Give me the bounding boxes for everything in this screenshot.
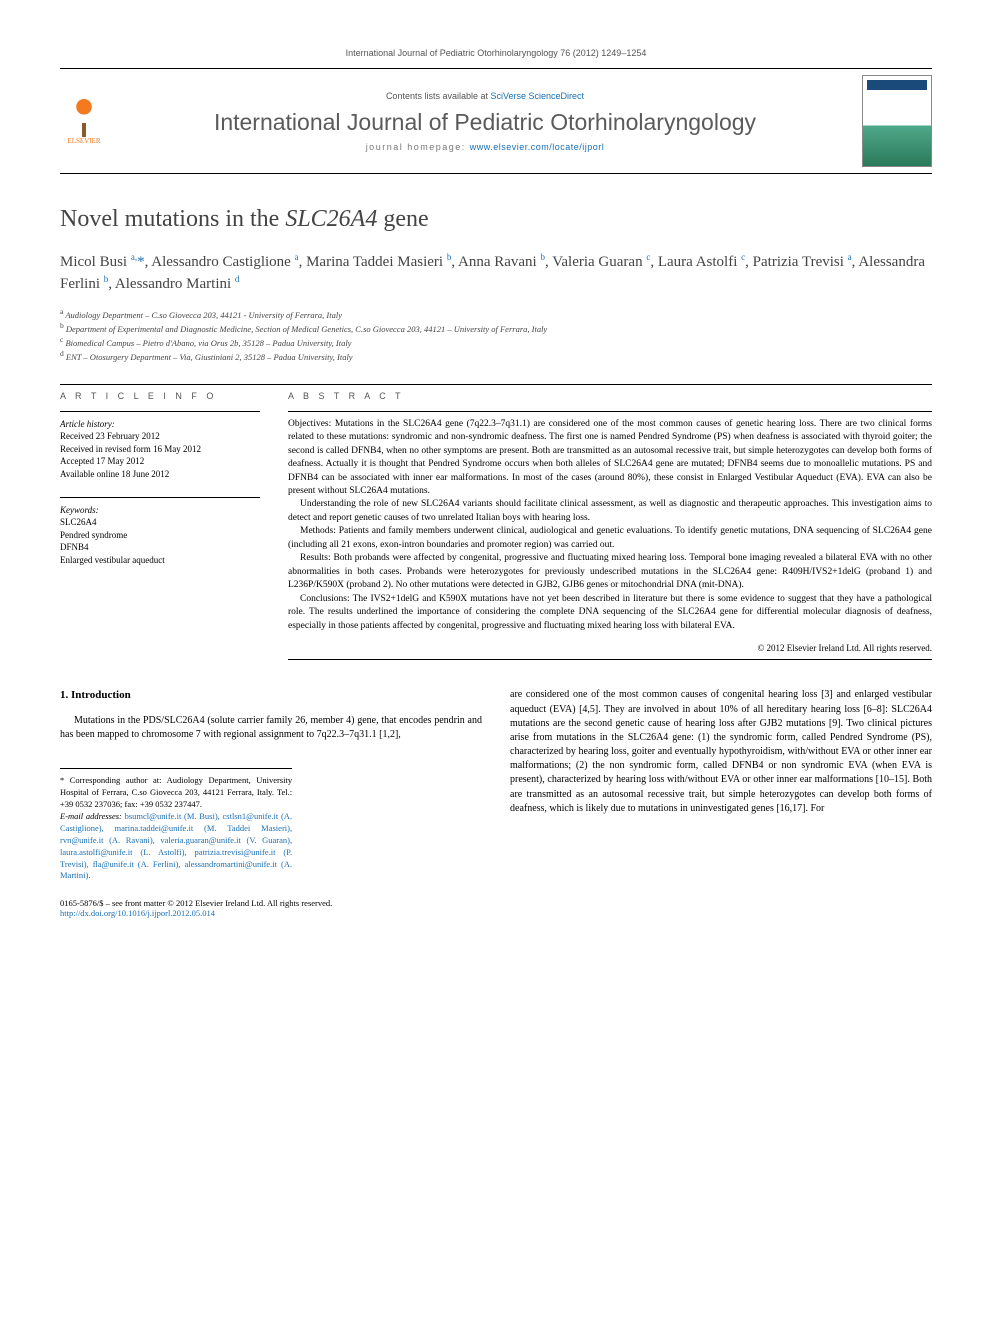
homepage-prefix: journal homepage: — [366, 142, 470, 152]
abstract-body: Objectives: Mutations in the SLC26A4 gen… — [288, 418, 932, 634]
emails-label: E-mail addresses: — [60, 811, 125, 821]
issn-line: 0165-5876/$ – see front matter © 2012 El… — [60, 898, 332, 908]
abstract-conclusions: Conclusions: The IVS2+1delG and K590X mu… — [288, 593, 932, 633]
keyword-2: Pendred syndrome — [60, 529, 260, 542]
keyword-3: DFNB4 — [60, 541, 260, 554]
contents-line: Contents lists available at SciVerse Sci… — [122, 91, 848, 101]
article-info-column: A R T I C L E I N F O Article history: R… — [60, 391, 260, 667]
body-col-right: are considered one of the most common ca… — [510, 688, 932, 882]
abstract-heading: A B S T R A C T — [288, 391, 932, 401]
history-accepted: Accepted 17 May 2012 — [60, 455, 260, 468]
keyword-4: Enlarged vestibular aqueduct — [60, 554, 260, 567]
elsevier-tree-icon — [66, 97, 102, 137]
history-label: Article history: — [60, 418, 260, 431]
intro-paragraph-1: Mutations in the PDS/SLC26A4 (solute car… — [60, 714, 482, 742]
abstract-objectives-2: Understanding the role of new SLC26A4 va… — [288, 498, 932, 525]
keywords-block: Keywords: SLC26A4 Pendred syndrome DFNB4… — [60, 504, 260, 567]
elsevier-logo: ELSEVIER — [60, 93, 108, 149]
journal-header: International Journal of Pediatric Otorh… — [60, 48, 932, 58]
article-history: Article history: Received 23 February 20… — [60, 418, 260, 481]
footer-left: 0165-5876/$ – see front matter © 2012 El… — [60, 898, 332, 918]
abstract-copyright: © 2012 Elsevier Ireland Ltd. All rights … — [288, 643, 932, 653]
body-col-left: 1. Introduction Mutations in the PDS/SLC… — [60, 688, 482, 882]
divider — [288, 659, 932, 660]
page-footer: 0165-5876/$ – see front matter © 2012 El… — [60, 898, 932, 918]
article-title: Novel mutations in the SLC26A4 gene — [60, 206, 932, 233]
abstract-methods: Methods: Patients and family members und… — [288, 525, 932, 552]
corresponding-author-note: * Corresponding author at: Audiology Dep… — [60, 775, 292, 811]
abstract-objectives: Objectives: Mutations in the SLC26A4 gen… — [288, 418, 932, 499]
homepage-link[interactable]: www.elsevier.com/locate/ijporl — [470, 142, 605, 152]
email-addresses: E-mail addresses: bsumcl@unife.it (M. Bu… — [60, 811, 292, 882]
divider — [60, 411, 260, 412]
affiliation-c: c Biomedical Campus – Pietro d'Abano, vi… — [60, 335, 932, 349]
title-text-2: gene — [377, 206, 428, 232]
article-info-heading: A R T I C L E I N F O — [60, 391, 260, 401]
journal-title: International Journal of Pediatric Otorh… — [122, 109, 848, 136]
affiliation-d: d ENT – Otosurgery Department – Via, Giu… — [60, 349, 932, 363]
emails-list[interactable]: bsumcl@unife.it (M. Busi), cstlsn1@unife… — [60, 811, 292, 880]
contents-prefix: Contents lists available at — [386, 91, 491, 101]
history-received: Received 23 February 2012 — [60, 430, 260, 443]
history-revised: Received in revised form 16 May 2012 — [60, 443, 260, 456]
homepage-line: journal homepage: www.elsevier.com/locat… — [122, 142, 848, 152]
title-gene: SLC26A4 — [285, 206, 377, 232]
history-online: Available online 18 June 2012 — [60, 468, 260, 481]
doi-link[interactable]: http://dx.doi.org/10.1016/j.ijporl.2012.… — [60, 908, 332, 918]
intro-paragraph-2: are considered one of the most common ca… — [510, 688, 932, 816]
affiliation-a: a Audiology Department – C.so Giovecca 2… — [60, 307, 932, 321]
masthead-center: Contents lists available at SciVerse Sci… — [122, 91, 848, 152]
keywords-label: Keywords: — [60, 504, 260, 517]
authors-list: Micol Busi a,*, Alessandro Castiglione a… — [60, 251, 932, 295]
affiliation-b: b Department of Experimental and Diagnos… — [60, 321, 932, 335]
masthead: ELSEVIER Contents lists available at Sci… — [60, 68, 932, 174]
divider — [60, 384, 932, 385]
keyword-1: SLC26A4 — [60, 516, 260, 529]
title-text-1: Novel mutations in the — [60, 206, 285, 232]
footnotes: * Corresponding author at: Audiology Dep… — [60, 768, 292, 882]
body-columns: 1. Introduction Mutations in the PDS/SLC… — [60, 688, 932, 882]
affiliations: a Audiology Department – C.so Giovecca 2… — [60, 307, 932, 364]
divider — [60, 497, 260, 498]
sciencedirect-link[interactable]: SciVerse ScienceDirect — [491, 91, 585, 101]
divider — [288, 411, 932, 412]
abstract-results: Results: Both probands were affected by … — [288, 552, 932, 592]
publisher-name: ELSEVIER — [67, 137, 100, 145]
intro-heading: 1. Introduction — [60, 688, 482, 704]
journal-cover-thumbnail — [862, 75, 932, 167]
abstract-column: A B S T R A C T Objectives: Mutations in… — [288, 391, 932, 667]
